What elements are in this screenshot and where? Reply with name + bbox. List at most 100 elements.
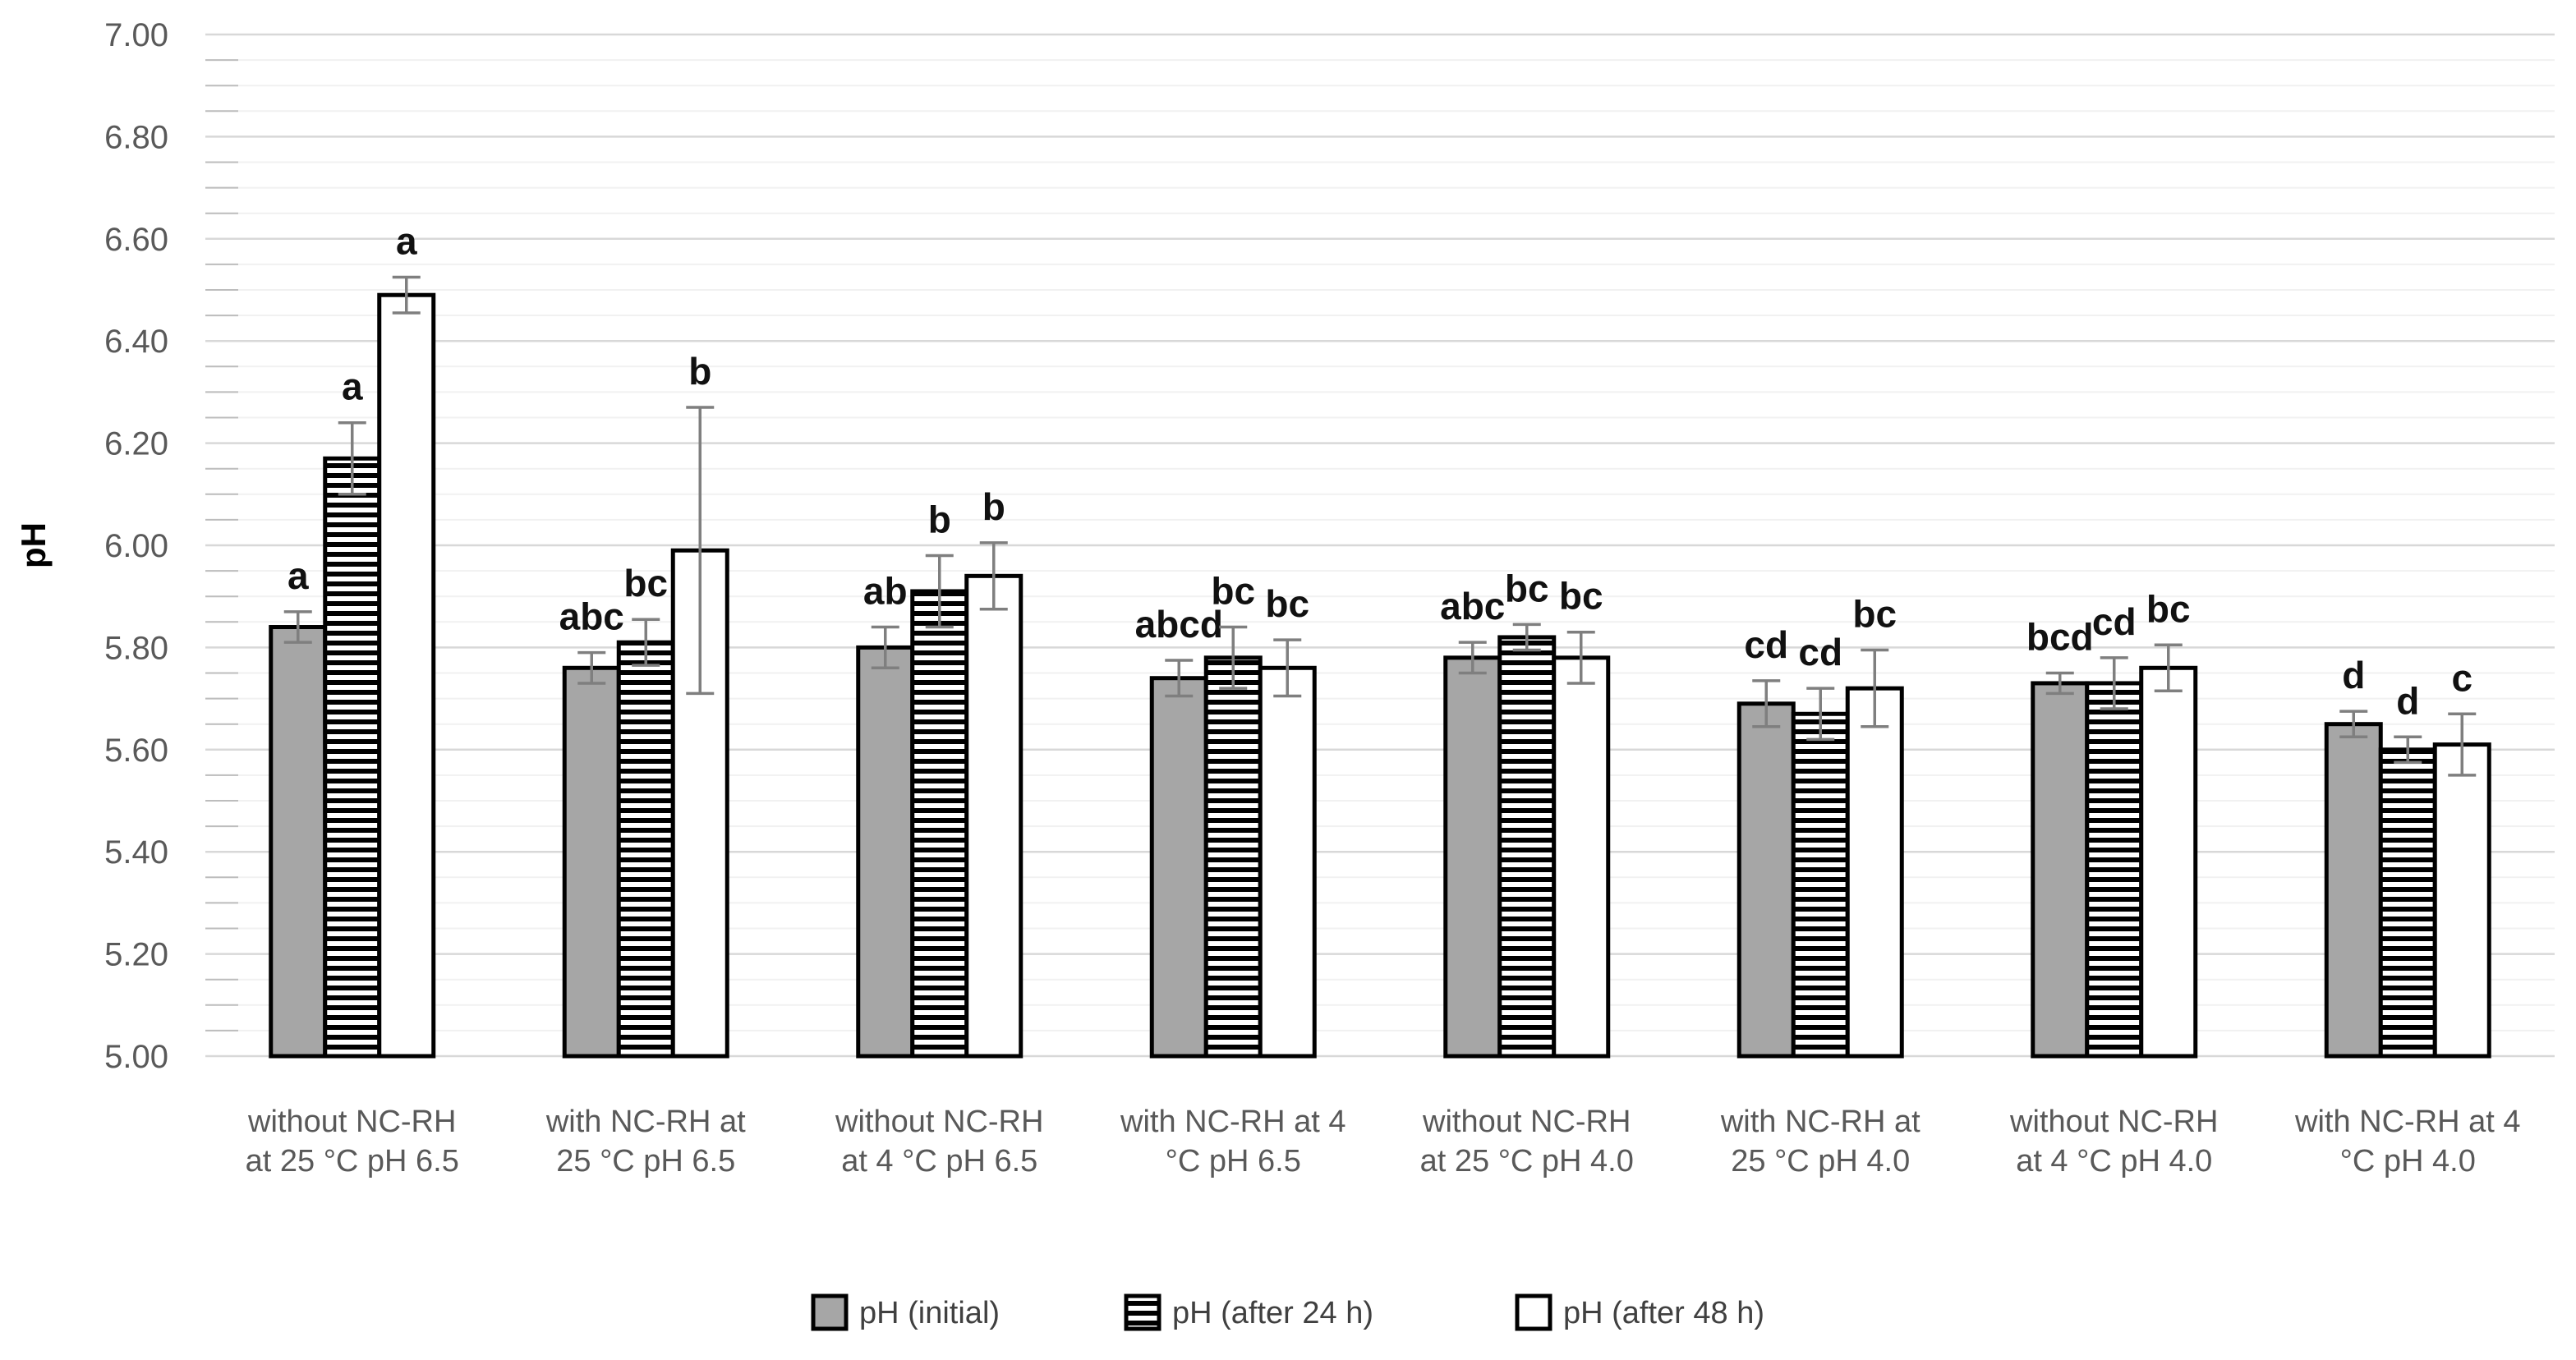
- error-bar: [871, 625, 899, 670]
- error-bar: [338, 420, 366, 496]
- significance-letter: bc: [2146, 587, 2191, 630]
- x-category-label-line1: with NC-RH at 4: [1120, 1105, 1346, 1139]
- error-bar: [925, 554, 954, 629]
- significance-letter: a: [288, 554, 309, 597]
- bar-white: [1845, 686, 1904, 1059]
- significance-letter: b: [982, 485, 1005, 528]
- x-category-label-line2: at 4 °C pH 4.0: [2016, 1144, 2212, 1179]
- significance-letter: bc: [1852, 593, 1897, 636]
- significance-letter: ab: [863, 570, 908, 613]
- error-bar: [2339, 710, 2368, 738]
- significance-letter: cd: [1798, 631, 1842, 673]
- significance-letter: d: [2342, 654, 2365, 696]
- x-category-label-line1: with NC-RH at: [1720, 1105, 1920, 1139]
- significance-letter: bc: [623, 562, 668, 604]
- error-bar: [2154, 643, 2183, 693]
- y-axis-tick-label: 5.80: [104, 630, 168, 666]
- significance-letter: cd: [1744, 623, 1788, 666]
- bar-gray-solid: [1149, 676, 1208, 1059]
- error-bar: [1458, 641, 1487, 675]
- bar-gray-solid: [269, 625, 328, 1059]
- x-category-label-line2: °C pH 4.0: [2340, 1144, 2476, 1179]
- legend-item: pH (initial): [811, 1293, 1000, 1331]
- error-bar: [979, 541, 1008, 611]
- legend-label: pH (initial): [859, 1296, 1000, 1330]
- bar-horizontal-stripes: [910, 589, 969, 1059]
- significance-letter: b: [688, 350, 711, 393]
- x-category-label-line2: at 4 °C pH 6.5: [841, 1144, 1037, 1179]
- bar-horizontal-stripes: [1791, 711, 1850, 1059]
- x-category-label-line2: 25 °C pH 4.0: [1731, 1144, 1910, 1179]
- y-axis-tick-label: 6.40: [104, 324, 168, 360]
- x-category-label-line1: without NC-RH: [835, 1105, 1043, 1139]
- y-axis-tick-label: 7.00: [104, 17, 168, 53]
- error-bar: [2100, 656, 2128, 710]
- x-category-label-line2: at 25 °C pH 4.0: [1420, 1144, 1634, 1179]
- x-category-label-line1: with NC-RH at 4: [2294, 1105, 2521, 1139]
- legend-label: pH (after 48 h): [1563, 1296, 1764, 1330]
- bar-horizontal-stripes: [616, 640, 675, 1059]
- y-axis-tick-label: 5.40: [104, 834, 168, 871]
- error-bar: [1806, 687, 1835, 742]
- y-axis-tick-label: 6.60: [104, 222, 168, 258]
- legend-swatch-horizontal-stripes: [1124, 1293, 1162, 1331]
- bar-horizontal-stripes: [323, 456, 382, 1059]
- significance-letter: bc: [1505, 567, 1549, 609]
- bar-gray-solid: [1443, 655, 1502, 1059]
- error-bar: [283, 610, 312, 644]
- bar-gray-solid: [856, 645, 915, 1059]
- bar-gray-solid: [2324, 722, 2383, 1059]
- error-bar: [1752, 679, 1781, 728]
- bar-white: [2432, 742, 2491, 1059]
- error-bar: [577, 650, 606, 685]
- significance-letter: abc: [1440, 585, 1505, 627]
- y-axis-title: pH: [14, 522, 53, 568]
- x-category-label-line1: without NC-RH: [1422, 1105, 1631, 1139]
- y-axis-tick-label: 5.20: [104, 937, 168, 973]
- legend-swatch-gray-solid: [811, 1293, 849, 1331]
- significance-letter: bc: [1211, 570, 1255, 613]
- x-category-label-line1: with NC-RH at: [545, 1105, 746, 1139]
- x-category-label-line1: without NC-RH: [2009, 1105, 2218, 1139]
- bar-horizontal-stripes: [1497, 635, 1557, 1059]
- error-bar: [1861, 648, 1889, 728]
- error-bar: [1219, 625, 1248, 690]
- legend-swatch-white: [1515, 1293, 1552, 1331]
- significance-letter: a: [396, 219, 417, 262]
- x-category-label-line2: at 25 °C pH 6.5: [246, 1144, 459, 1179]
- significance-letter: cd: [2092, 600, 2137, 643]
- bar-horizontal-stripes: [2085, 681, 2144, 1059]
- significance-letter: a: [342, 365, 363, 408]
- significance-letter: abc: [559, 595, 624, 638]
- x-category-label-line2: 25 °C pH 6.5: [556, 1144, 735, 1179]
- bar-white: [964, 573, 1024, 1059]
- bar-horizontal-stripes: [1203, 655, 1263, 1059]
- bar-gray-solid: [2031, 681, 2090, 1059]
- significance-letter: abcd: [1135, 603, 1223, 646]
- y-axis-tick-label: 6.20: [104, 426, 168, 462]
- bar-gray-solid: [562, 665, 621, 1059]
- legend-label: pH (after 24 h): [1172, 1296, 1373, 1330]
- y-axis-tick-label: 6.80: [104, 119, 168, 155]
- error-bar: [1273, 638, 1302, 698]
- x-category-label-line2: °C pH 6.5: [1166, 1144, 1301, 1179]
- bar-gray-solid: [1736, 701, 1796, 1059]
- significance-letter: d: [2396, 679, 2419, 722]
- error-bar: [686, 406, 715, 696]
- error-bar: [2045, 671, 2074, 696]
- error-bar: [1165, 659, 1194, 698]
- bar-white: [670, 548, 729, 1059]
- error-bar: [1566, 630, 1595, 685]
- legend-item: pH (after 24 h): [1124, 1293, 1373, 1331]
- bar-white: [2139, 665, 2198, 1059]
- significance-letter: c: [2451, 656, 2472, 699]
- bar-white: [377, 292, 436, 1059]
- x-category-label-line1: without NC-RH: [247, 1105, 456, 1139]
- significance-letter: bc: [1559, 575, 1603, 618]
- significance-letter: bcd: [2026, 616, 2094, 659]
- error-bar: [392, 275, 421, 315]
- error-bar: [2394, 735, 2422, 765]
- y-axis-tick-label: 6.00: [104, 528, 168, 564]
